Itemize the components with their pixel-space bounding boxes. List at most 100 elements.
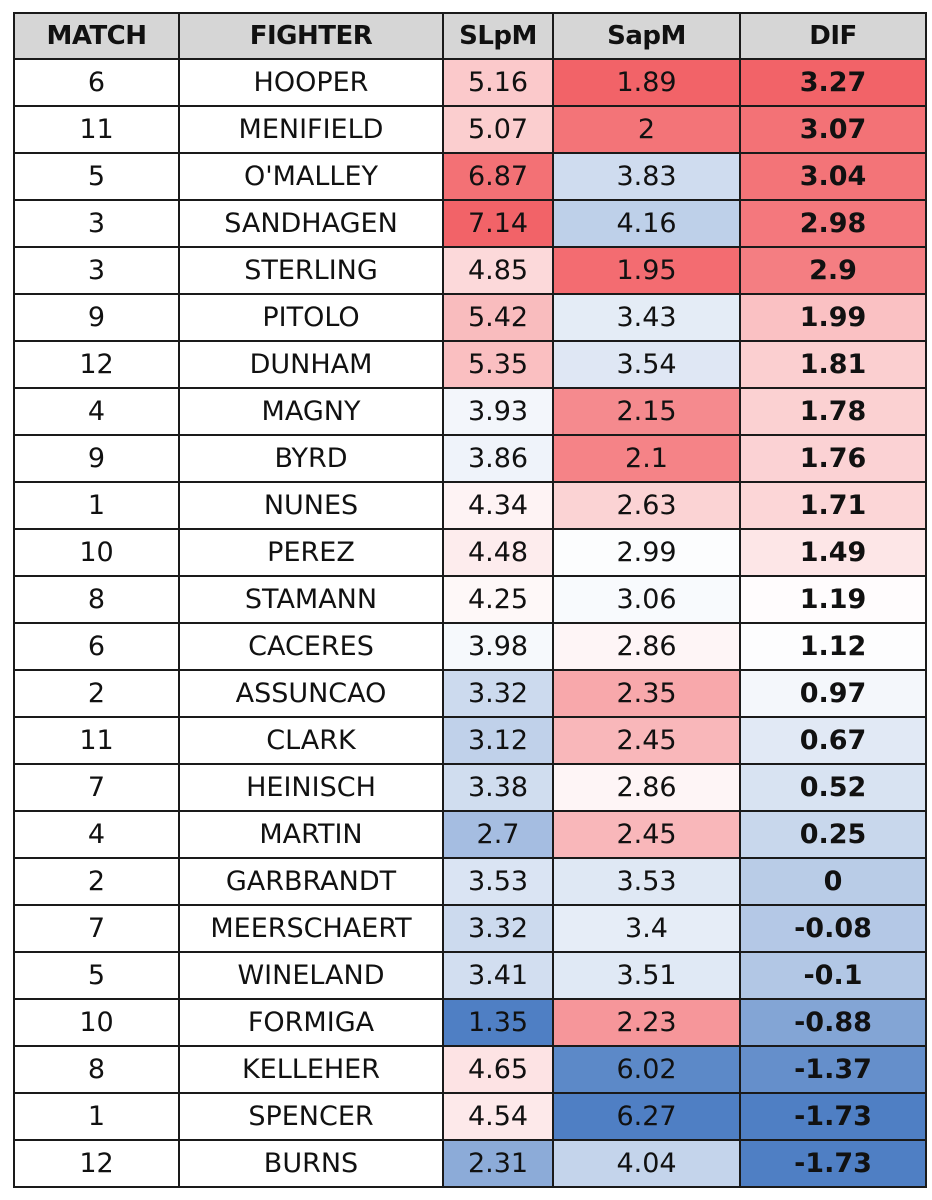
match-cell: 9	[13, 434, 180, 483]
dif-cell: 0	[739, 857, 927, 906]
dif-cell: 1.12	[739, 622, 927, 671]
dif-cell: 2.98	[739, 199, 927, 248]
match-cell: 12	[13, 1139, 180, 1188]
fighter-cell: KELLEHER	[178, 1045, 444, 1094]
fighter-cell: HEINISCH	[178, 763, 444, 812]
fighter-cell: BYRD	[178, 434, 444, 483]
sapm-cell: 2.23	[552, 998, 741, 1047]
sapm-cell: 6.02	[552, 1045, 741, 1094]
slpm-cell: 4.48	[442, 528, 554, 577]
table-row: 2 ASSUNCAO 3.32 2.35 0.97	[13, 669, 927, 718]
sapm-cell: 3.4	[552, 904, 741, 953]
fighter-cell: STAMANN	[178, 575, 444, 624]
table-row: 8 KELLEHER 4.65 6.02 -1.37	[13, 1045, 927, 1094]
match-cell: 10	[13, 998, 180, 1047]
sapm-cell: 3.51	[552, 951, 741, 1000]
match-cell: 1	[13, 1092, 180, 1141]
sapm-cell: 2.63	[552, 481, 741, 530]
match-cell: 6	[13, 58, 180, 107]
dif-cell: -0.88	[739, 998, 927, 1047]
match-cell: 11	[13, 105, 180, 154]
sapm-cell: 2.99	[552, 528, 741, 577]
header-dif: DIF	[739, 12, 927, 60]
table-row: 7 HEINISCH 3.38 2.86 0.52	[13, 763, 927, 812]
slpm-cell: 3.98	[442, 622, 554, 671]
match-cell: 3	[13, 199, 180, 248]
sapm-cell: 1.89	[552, 58, 741, 107]
sapm-cell: 4.04	[552, 1139, 741, 1188]
slpm-cell: 1.35	[442, 998, 554, 1047]
table-row: 11 MENIFIELD 5.07 2 3.07	[13, 105, 927, 154]
slpm-cell: 3.41	[442, 951, 554, 1000]
fighter-cell: PEREZ	[178, 528, 444, 577]
match-cell: 5	[13, 951, 180, 1000]
sapm-cell: 6.27	[552, 1092, 741, 1141]
match-cell: 9	[13, 293, 180, 342]
sapm-cell: 3.54	[552, 340, 741, 389]
fighter-cell: O'MALLEY	[178, 152, 444, 201]
header-row: MATCH FIGHTER SLpM SapM DIF	[13, 12, 927, 60]
fighter-cell: MAGNY	[178, 387, 444, 436]
slpm-cell: 5.07	[442, 105, 554, 154]
fighter-cell: WINELAND	[178, 951, 444, 1000]
sapm-cell: 2.15	[552, 387, 741, 436]
fighter-cell: ASSUNCAO	[178, 669, 444, 718]
slpm-cell: 3.12	[442, 716, 554, 765]
table-row: 4 MARTIN 2.7 2.45 0.25	[13, 810, 927, 859]
slpm-cell: 4.34	[442, 481, 554, 530]
match-cell: 7	[13, 904, 180, 953]
dif-cell: 3.07	[739, 105, 927, 154]
slpm-cell: 2.31	[442, 1139, 554, 1188]
sapm-cell: 2.86	[552, 763, 741, 812]
slpm-cell: 3.53	[442, 857, 554, 906]
fighter-cell: NUNES	[178, 481, 444, 530]
dif-cell: 1.99	[739, 293, 927, 342]
dif-cell: 2.9	[739, 246, 927, 295]
dif-cell: 1.71	[739, 481, 927, 530]
slpm-cell: 7.14	[442, 199, 554, 248]
table-row: 4 MAGNY 3.93 2.15 1.78	[13, 387, 927, 436]
fighter-cell: SANDHAGEN	[178, 199, 444, 248]
table-row: 6 CACERES 3.98 2.86 1.12	[13, 622, 927, 671]
slpm-cell: 3.32	[442, 904, 554, 953]
slpm-cell: 3.93	[442, 387, 554, 436]
dif-cell: 0.67	[739, 716, 927, 765]
slpm-cell: 3.86	[442, 434, 554, 483]
table-row: 10 PEREZ 4.48 2.99 1.49	[13, 528, 927, 577]
fighter-cell: MENIFIELD	[178, 105, 444, 154]
match-cell: 11	[13, 716, 180, 765]
slpm-cell: 5.35	[442, 340, 554, 389]
table-row: 8 STAMANN 4.25 3.06 1.19	[13, 575, 927, 624]
fighter-cell: STERLING	[178, 246, 444, 295]
slpm-cell: 5.42	[442, 293, 554, 342]
sapm-cell: 2.86	[552, 622, 741, 671]
fighter-stats-table: MATCH FIGHTER SLpM SapM DIF 6 HOOPER 5.16 1…	[13, 12, 927, 1188]
fighter-cell: SPENCER	[178, 1092, 444, 1141]
dif-cell: -1.37	[739, 1045, 927, 1094]
dif-cell: -0.1	[739, 951, 927, 1000]
header-match: MATCH	[13, 12, 180, 60]
sapm-cell: 3.06	[552, 575, 741, 624]
header-slpm: SLpM	[442, 12, 554, 60]
dif-cell: -1.73	[739, 1092, 927, 1141]
sapm-cell: 3.43	[552, 293, 741, 342]
sapm-cell: 2	[552, 105, 741, 154]
table-row: 10 FORMIGA 1.35 2.23 -0.88	[13, 998, 927, 1047]
table-row: 12 DUNHAM 5.35 3.54 1.81	[13, 340, 927, 389]
match-cell: 5	[13, 152, 180, 201]
sapm-cell: 2.45	[552, 716, 741, 765]
dif-cell: 3.27	[739, 58, 927, 107]
slpm-cell: 4.25	[442, 575, 554, 624]
table-row: 3 SANDHAGEN 7.14 4.16 2.98	[13, 199, 927, 248]
sapm-cell: 2.1	[552, 434, 741, 483]
match-cell: 8	[13, 575, 180, 624]
table-row: 6 HOOPER 5.16 1.89 3.27	[13, 58, 927, 107]
match-cell: 12	[13, 340, 180, 389]
fighter-cell: HOOPER	[178, 58, 444, 107]
sapm-cell: 4.16	[552, 199, 741, 248]
match-cell: 2	[13, 669, 180, 718]
fighter-cell: CACERES	[178, 622, 444, 671]
slpm-cell: 3.38	[442, 763, 554, 812]
dif-cell: 1.49	[739, 528, 927, 577]
dif-cell: 1.76	[739, 434, 927, 483]
